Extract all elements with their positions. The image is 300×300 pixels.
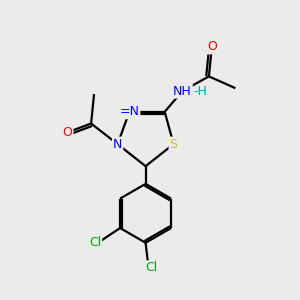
Text: O: O xyxy=(63,126,73,139)
Text: N: N xyxy=(113,138,122,151)
Text: Cl: Cl xyxy=(89,236,101,249)
Text: Cl: Cl xyxy=(145,261,158,274)
Text: O: O xyxy=(207,40,217,53)
Text: NH: NH xyxy=(173,85,192,98)
Text: =N: =N xyxy=(119,105,140,118)
Text: -H: -H xyxy=(193,85,207,98)
Text: S: S xyxy=(169,138,178,151)
